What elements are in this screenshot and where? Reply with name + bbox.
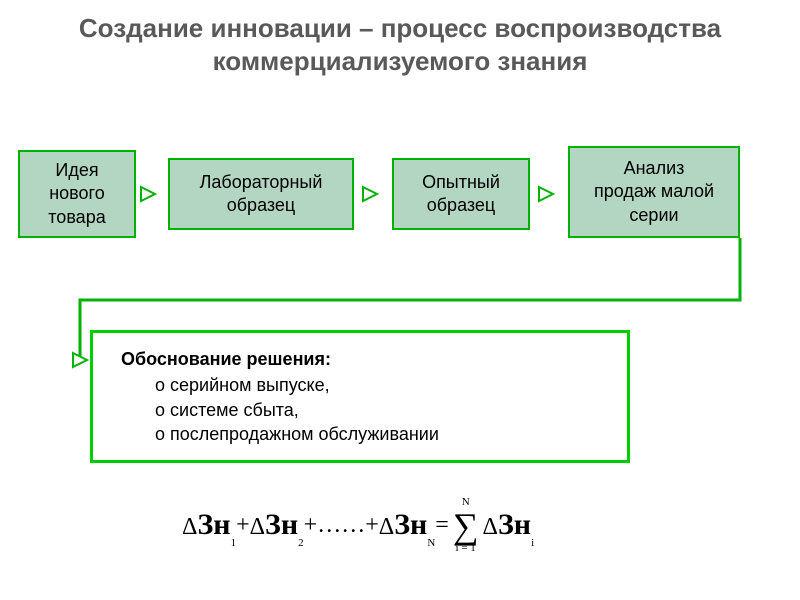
formula-eq: = xyxy=(435,512,449,539)
formula-term: ΔЗнi xyxy=(483,508,535,543)
formula-plus: + xyxy=(236,512,250,539)
decision-item: о системе сбыта, xyxy=(121,398,609,422)
flow-box-lab: Лабораторныйобразец xyxy=(168,158,354,230)
decision-box: Обоснование решения: о серийном выпуске,… xyxy=(90,330,630,463)
formula-term: ΔЗнN xyxy=(379,508,436,543)
flow-box-prototype: Опытныйобразец xyxy=(392,158,530,230)
flow-box-label: Анализпродаж малойсерии xyxy=(594,157,714,227)
flow-box-label: Лабораторныйобразец xyxy=(200,171,323,218)
decision-item: о серийном выпуске, xyxy=(121,373,609,397)
flow-box-label: Идеяновоготовара xyxy=(48,159,105,229)
flow-box-analysis: Анализпродаж малойсерии xyxy=(568,146,740,238)
flow-box-idea: Идеяновоготовара xyxy=(18,150,136,238)
flow-box-label: Опытныйобразец xyxy=(422,171,500,218)
page-title: Создание инновации – процесс воспроизвод… xyxy=(0,12,800,77)
formula-plus: + xyxy=(304,512,318,539)
formula-term: ΔЗн1 xyxy=(182,508,236,543)
formula-term: ΔЗн2 xyxy=(250,508,304,543)
formula-dots: ……+ xyxy=(317,512,379,539)
formula: ΔЗн1 + ΔЗн2 + ……+ ΔЗнN = N ∑ i = 1 ΔЗнi xyxy=(182,498,534,554)
decision-item: о послепродажном обслуживании xyxy=(121,422,609,446)
decision-heading: Обоснование решения: xyxy=(121,347,609,371)
sigma-icon: N ∑ i = 1 xyxy=(453,498,479,554)
